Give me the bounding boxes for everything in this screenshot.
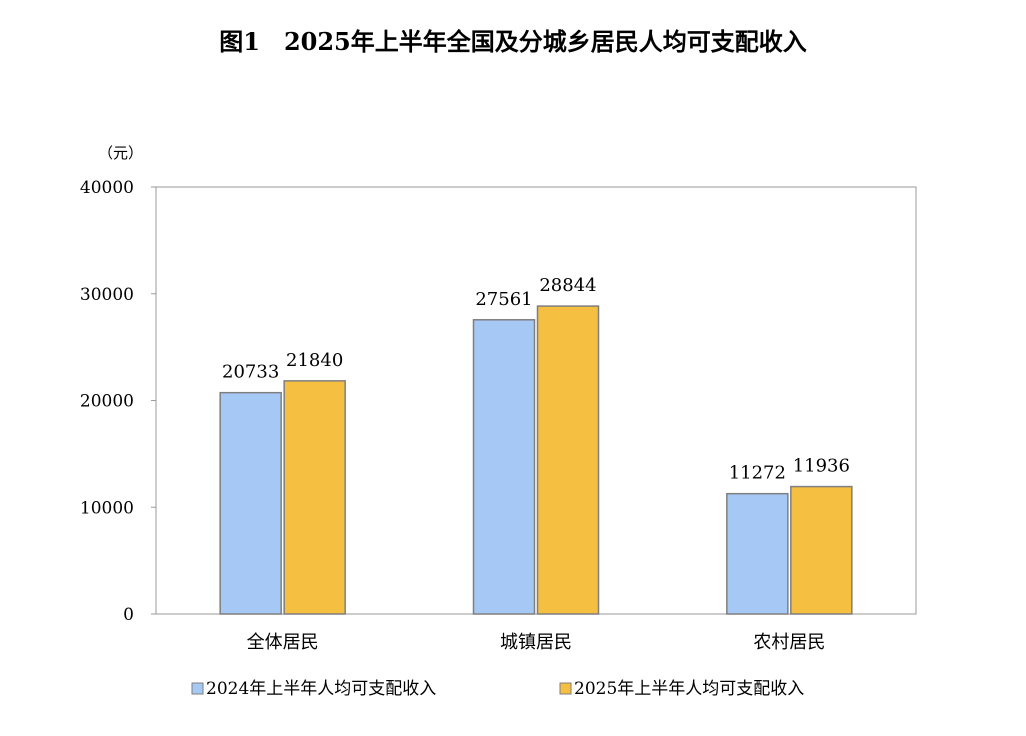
y-tick-label: 10000: [80, 498, 134, 518]
data-label: 20733: [222, 362, 279, 383]
bar-2024-0: [219, 391, 282, 615]
bar-2025-2: [790, 485, 853, 615]
y-tick-label: 20000: [80, 392, 134, 412]
y-tick-label: 30000: [80, 285, 134, 305]
data-label: 11272: [729, 463, 786, 484]
y-axis-unit-label: （元）: [98, 144, 143, 162]
data-label: 28844: [539, 275, 596, 296]
data-label: 21840: [286, 350, 343, 371]
y-tick-label: 40000: [80, 178, 134, 198]
bar-2025-1: [536, 305, 600, 615]
legend-swatch: [191, 682, 204, 695]
chart-title: 图1 2025年上半年全国及分城乡居民人均可支配收入: [219, 27, 807, 56]
y-tick-label: 0: [123, 605, 134, 625]
bar-2025-0: [283, 380, 346, 615]
category-label: 城镇居民: [500, 632, 572, 653]
legend-label: 2024年上半年人均可支配收入: [206, 679, 436, 699]
legend-label: 2025年上半年人均可支配收入: [574, 679, 804, 699]
legend-swatch: [559, 682, 572, 695]
bar-2024-2: [726, 492, 789, 615]
data-label: 11936: [793, 456, 850, 477]
data-label: 27561: [475, 289, 532, 310]
bar-2024-1: [472, 319, 536, 615]
category-label: 全体居民: [247, 632, 319, 653]
category-label: 农村居民: [753, 632, 825, 653]
